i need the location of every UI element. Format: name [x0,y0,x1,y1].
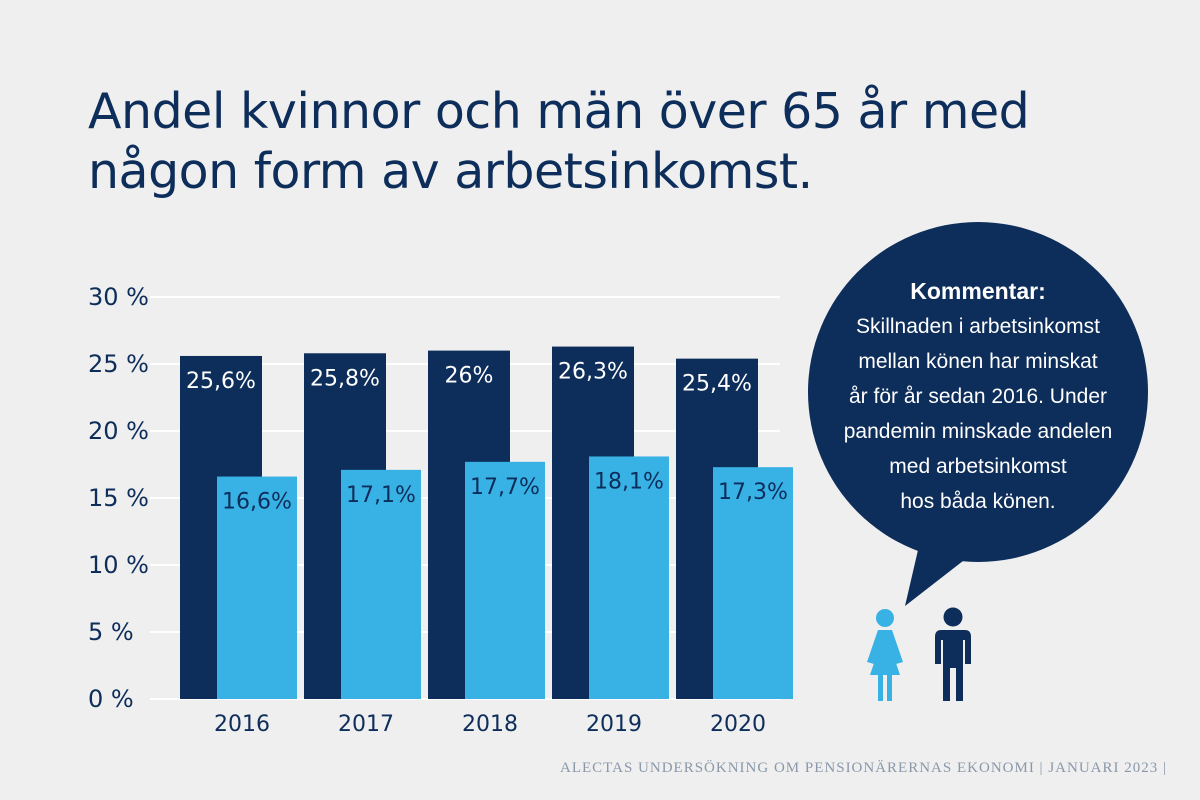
title-line-1: Andel kvinnor och män över 65 år med [88,83,1030,140]
bar-women-2019 [589,456,669,699]
y-tick-label-10: 10 % [88,551,149,579]
comment-line-4: pandemin minskade andelen [843,420,1113,443]
y-tick-label-20: 20 % [88,417,149,445]
data-label-men-2017: 25,8% [310,366,380,391]
comment-box: Kommentar: Skillnaden i arbetsinkomst me… [828,274,1128,519]
x-tick-label-2016: 2016 [214,712,270,737]
x-tick-label-2017: 2017 [338,712,394,737]
comment-line-1: Skillnaden i arbetsinkomst [856,315,1100,338]
x-tick-label-2018: 2018 [462,712,518,737]
y-tick-label-25: 25 % [88,350,149,378]
footer-source: ALECTAS UNDERSÖKNING OM PENSIONÄRERNAS E… [560,760,1167,776]
comment-heading: Kommentar: [910,278,1046,304]
data-label-men-2016: 25,6% [186,369,256,394]
title-line-2: någon form av arbetsinkomst. [88,143,813,200]
male-person-icon [935,607,971,701]
y-tick-label-5: 5 % [88,618,134,646]
bar-women-2020 [713,467,793,699]
data-label-women-2016: 16,6% [222,490,292,515]
data-label-women-2017: 17,1% [346,483,416,508]
female-person-icon [867,609,903,701]
data-label-women-2018: 17,7% [470,475,540,500]
comment-line-2: mellan könen har minskat [858,350,1098,373]
data-label-men-2020: 25,4% [682,372,752,397]
bar-women-2018 [465,461,545,699]
y-tick-label-0: 0 % [88,685,134,713]
data-label-men-2018: 26% [445,364,494,389]
bar-chart: 0 % 5 % 10 % 15 % 20 % 25 % 30 % 25,6% 16,6% 2016… [88,283,793,737]
x-tick-label-2019: 2019 [586,712,642,737]
comment-line-5: med arbetsinkomst [889,455,1067,478]
comment-line-6: hos båda könen. [900,490,1056,513]
data-label-women-2019: 18,1% [594,469,664,494]
y-tick-label-15: 15 % [88,484,149,512]
speech-bubble [808,222,1148,562]
chart-title: Andel kvinnor och män över 65 år med någ… [88,82,1148,202]
data-label-men-2019: 26,3% [558,360,628,385]
bar-women-2016 [217,476,297,699]
y-tick-label-30: 30 % [88,283,149,311]
bar-women-2017 [341,469,421,699]
comment-line-3: år för år sedan 2016. Under [849,385,1107,408]
x-tick-label-2020: 2020 [710,712,766,737]
data-label-women-2020: 17,3% [718,480,788,505]
